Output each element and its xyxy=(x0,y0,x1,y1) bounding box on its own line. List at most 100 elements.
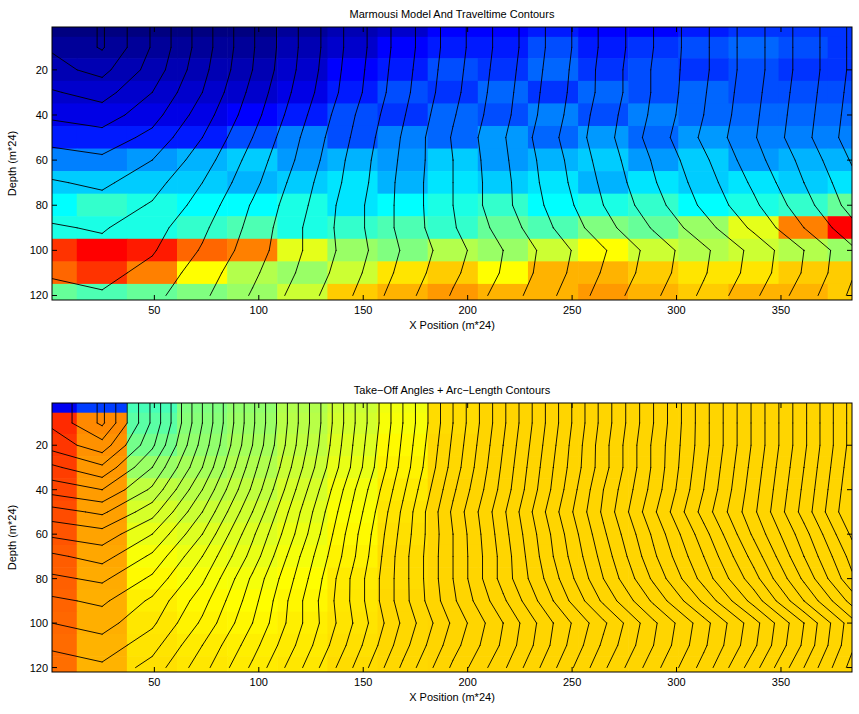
heat-cell xyxy=(779,403,829,413)
x-tick xyxy=(572,403,573,408)
heat-cell xyxy=(728,171,779,194)
contour-line xyxy=(267,403,332,668)
x-tick xyxy=(258,295,259,300)
heat-cell xyxy=(378,589,429,612)
heat-cell xyxy=(678,589,729,612)
heat-cell xyxy=(77,194,128,217)
y-tick xyxy=(847,205,852,206)
heat-cell xyxy=(578,239,629,262)
contour-line xyxy=(303,403,356,668)
heat-cell xyxy=(578,656,629,672)
heat-cell xyxy=(628,58,679,81)
heat-cell xyxy=(378,58,429,81)
heat-cell xyxy=(678,413,729,435)
contour-line xyxy=(52,27,171,128)
y-tick xyxy=(847,578,852,579)
contour-line xyxy=(642,27,710,295)
contour-line xyxy=(684,403,760,668)
heat-cell xyxy=(127,434,178,457)
x-tick xyxy=(780,27,781,32)
heat-cell xyxy=(578,37,629,59)
x-tick xyxy=(154,403,155,408)
heat-cell xyxy=(177,656,228,672)
heat-cell xyxy=(528,58,579,81)
contour-line xyxy=(52,403,223,583)
heat-cell xyxy=(578,171,629,194)
heat-cell xyxy=(177,37,228,59)
x-tick-label: 50 xyxy=(148,676,160,688)
heat-cell xyxy=(428,434,479,457)
heat-cell xyxy=(378,523,429,546)
heat-cell xyxy=(227,149,278,172)
heat-cell xyxy=(52,239,77,262)
heat-cell xyxy=(779,27,829,37)
heat-cell xyxy=(478,81,529,104)
heat-cell xyxy=(779,126,829,149)
heat-cell xyxy=(628,194,679,217)
y-tick xyxy=(52,489,57,490)
heat-cell xyxy=(52,456,77,479)
x-tick xyxy=(258,27,259,32)
heat-cell xyxy=(428,103,479,126)
heat-cell xyxy=(327,284,378,300)
heat-cell xyxy=(77,434,128,457)
contour-line xyxy=(698,403,774,668)
y-tick xyxy=(847,489,852,490)
x-axis-title: X Position (m*24) xyxy=(409,319,495,331)
heat-cell xyxy=(779,37,829,59)
heat-cell xyxy=(678,149,729,172)
heat-cell xyxy=(678,656,729,672)
heat-cell xyxy=(728,81,779,104)
heat-cell xyxy=(428,58,479,81)
heat-cell xyxy=(52,126,77,149)
x-tick-label: 350 xyxy=(772,676,790,688)
heat-cell xyxy=(828,58,852,81)
heat-cell xyxy=(77,81,128,104)
y-tick xyxy=(52,205,57,206)
heat-cell xyxy=(127,239,178,262)
heat-cell xyxy=(779,81,829,104)
contour-line xyxy=(670,27,744,295)
heat-cell xyxy=(428,261,479,284)
heat-cell xyxy=(628,567,679,590)
y-tick xyxy=(52,623,57,624)
heat-cell xyxy=(327,501,378,524)
heat-cell xyxy=(628,612,679,635)
chart-title: Marmousi Model And Traveltime Contours xyxy=(350,8,555,20)
contour-line xyxy=(615,27,675,295)
y-tick-label: 60 xyxy=(36,528,48,540)
x-tick xyxy=(363,27,364,32)
contour-line xyxy=(353,403,391,668)
heat-cell xyxy=(528,634,579,657)
heat-cell xyxy=(828,634,852,657)
y-tick xyxy=(847,114,852,115)
heat-cell xyxy=(428,656,479,672)
heat-cell xyxy=(578,58,629,81)
heat-cell xyxy=(52,567,77,590)
heat-cell xyxy=(828,81,852,104)
heat-cell xyxy=(77,545,128,568)
heat-cell xyxy=(127,612,178,635)
contour-line xyxy=(464,403,485,668)
y-tick xyxy=(52,250,57,251)
heat-cell xyxy=(127,403,178,413)
heat-cell xyxy=(628,149,679,172)
heat-cell xyxy=(77,216,128,239)
heat-cell xyxy=(77,634,128,657)
heat-cell xyxy=(227,413,278,435)
heat-cell xyxy=(779,149,829,172)
heat-cell xyxy=(227,403,278,413)
heat-cell xyxy=(578,126,629,149)
heat-cell xyxy=(127,261,178,284)
panel: 5010015020025030035020406080100120Take−O… xyxy=(6,384,852,703)
y-tick-label: 100 xyxy=(30,244,48,256)
contour-line xyxy=(52,27,213,190)
contour-line xyxy=(698,27,774,295)
heat-cell xyxy=(528,567,579,590)
y-tick xyxy=(52,69,57,70)
plot-area xyxy=(52,27,852,300)
heat-cell xyxy=(277,478,328,501)
heat-cell xyxy=(52,284,77,300)
heat-cell xyxy=(127,545,178,568)
heat-cell xyxy=(528,126,579,149)
